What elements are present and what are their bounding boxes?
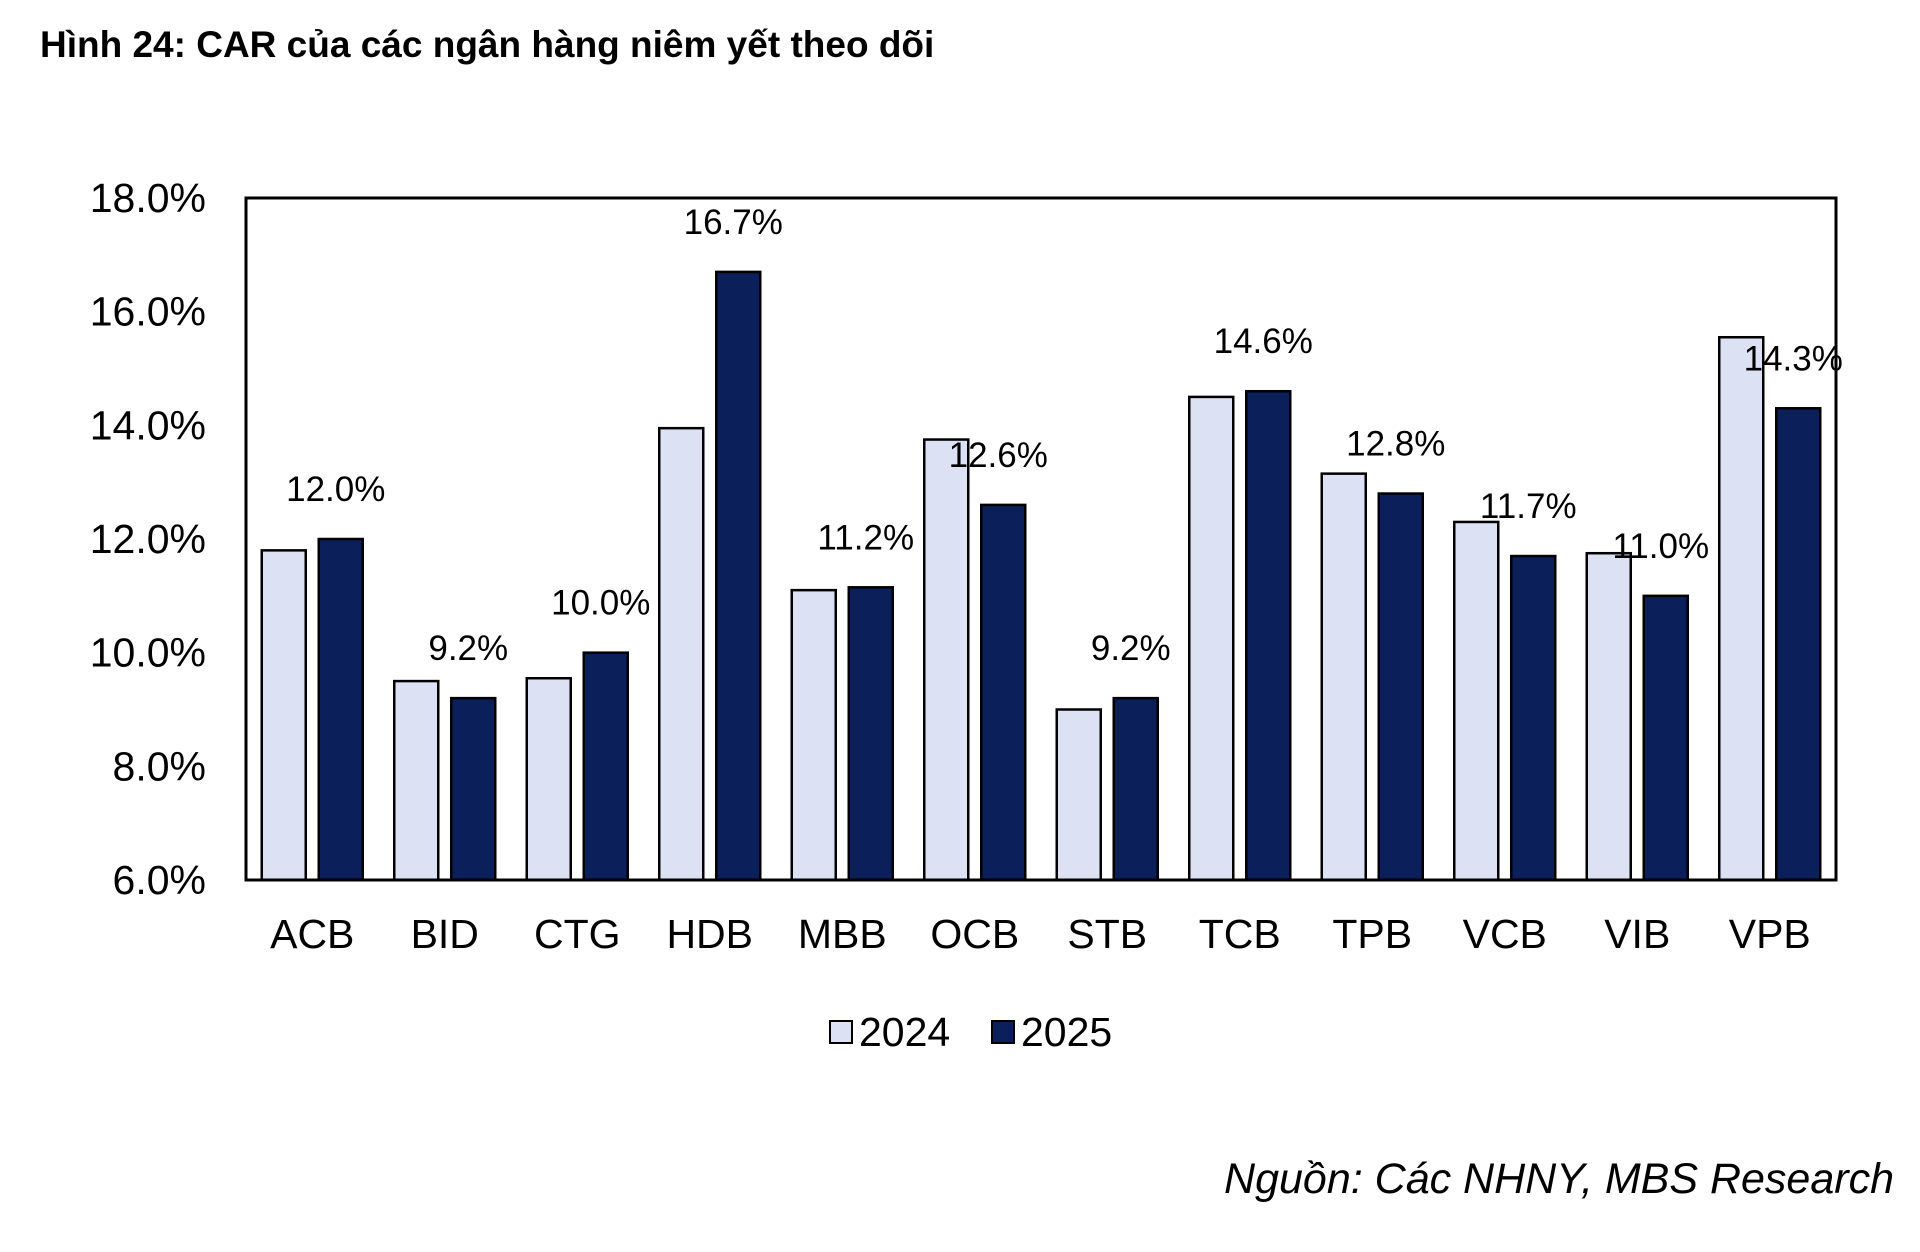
bar-2025-vcb: [1510, 554, 1557, 882]
y-tick-label: 12.0%: [90, 516, 206, 562]
x-tick-label: BID: [411, 911, 479, 957]
legend-label-2024: 2024: [859, 1009, 950, 1055]
bar-2025-vib: [1642, 594, 1689, 882]
data-label: 11.2%: [817, 518, 914, 557]
data-label: 12.0%: [286, 470, 385, 509]
bar-2025-stb: [1112, 696, 1159, 882]
bar-2024-vib: [1585, 551, 1632, 882]
bar-2025-tpb: [1377, 492, 1424, 882]
y-tick-label: 18.0%: [90, 175, 206, 221]
bar-2024-tcb: [1188, 395, 1235, 882]
bar-2024-vcb: [1453, 520, 1500, 882]
bar-2024-ocb: [923, 438, 970, 882]
legend-label-2025: 2025: [1021, 1009, 1112, 1055]
bar-2025-tcb: [1245, 389, 1292, 882]
bar-2025-ocb: [980, 503, 1027, 882]
bar-2024-ctg: [525, 676, 572, 882]
y-tick-label: 16.0%: [90, 289, 206, 335]
bar-2025-mbb: [847, 586, 894, 882]
x-tick-label: TPB: [1332, 911, 1412, 957]
bar-2024-acb: [260, 549, 307, 882]
bar-2024-bid: [393, 679, 440, 882]
x-tick-label: TCB: [1199, 911, 1281, 957]
bar-2024-vpb: [1718, 335, 1765, 882]
x-tick-label: MBB: [798, 911, 887, 957]
bar-2024-tpb: [1320, 472, 1367, 882]
y-tick-label: 10.0%: [90, 630, 206, 676]
bar-2024-hdb: [658, 426, 705, 882]
data-label: 9.2%: [428, 629, 508, 668]
x-tick-label: HDB: [666, 911, 753, 957]
bar-2025-bid: [450, 696, 497, 882]
data-label: 9.2%: [1091, 629, 1171, 668]
x-tick-label: STB: [1067, 911, 1147, 957]
plot-frame: [244, 196, 1838, 882]
data-label: 12.8%: [1346, 425, 1445, 464]
bar-2025-hdb: [715, 270, 762, 882]
y-tick-label: 14.0%: [90, 402, 206, 448]
x-tick-label: VPB: [1729, 911, 1811, 957]
bar-2025-vpb: [1775, 407, 1822, 882]
x-tick-label: ACB: [270, 911, 354, 957]
data-label: 10.0%: [551, 584, 650, 623]
bar-2024-mbb: [790, 588, 837, 882]
x-tick-label: CTG: [534, 911, 621, 957]
data-label: 12.6%: [949, 436, 1048, 475]
data-label: 11.0%: [1612, 527, 1709, 566]
source-note: Nguồn: Các NHNY, MBS Research: [1224, 1155, 1894, 1203]
x-tick-label: VCB: [1463, 911, 1547, 957]
data-label: 14.6%: [1214, 322, 1313, 361]
y-tick-label: 8.0%: [113, 743, 206, 789]
x-tick-label: OCB: [930, 911, 1019, 957]
data-label: 11.7%: [1480, 487, 1577, 526]
data-label: 16.7%: [684, 203, 783, 242]
data-label: 14.3%: [1744, 339, 1843, 378]
bar-2025-acb: [317, 537, 364, 882]
x-tick-label: VIB: [1604, 911, 1670, 957]
chart-title: Hình 24: CAR của các ngân hàng niêm yết …: [40, 24, 935, 65]
legend-swatch-2025: [991, 1020, 1015, 1044]
bar-2024-stb: [1055, 708, 1102, 882]
legend-swatch-2024: [829, 1020, 853, 1044]
bar-2025-ctg: [582, 651, 629, 882]
y-tick-label: 6.0%: [113, 857, 206, 903]
